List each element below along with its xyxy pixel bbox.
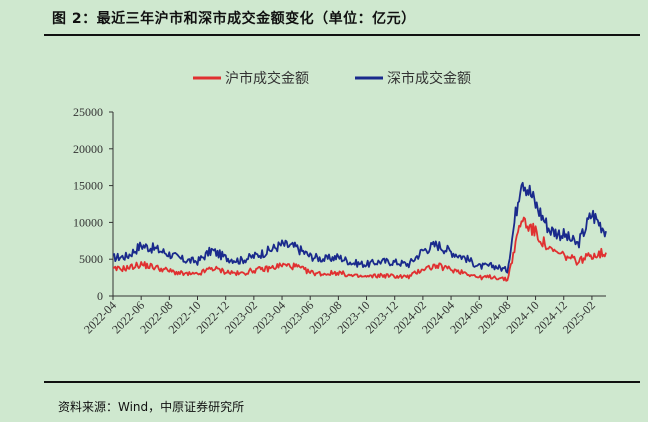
series-line-shenzhen xyxy=(112,181,607,274)
y-tick-label: 10000 xyxy=(73,215,103,229)
y-tick-label: 15000 xyxy=(73,179,103,193)
y-tick-label: 20000 xyxy=(73,142,103,156)
legend-label: 深市成交金额 xyxy=(387,70,471,87)
source-note: 资料来源：Wind，中原证券研究所 xyxy=(58,400,245,414)
series-line-shanghai xyxy=(112,216,607,282)
legend-label: 沪市成交金额 xyxy=(225,70,309,87)
y-tick-label: 0 xyxy=(97,289,103,303)
y-tick-label: 5000 xyxy=(79,252,103,266)
bottom-rule xyxy=(44,381,640,383)
y-tick-label: 25000 xyxy=(73,105,103,119)
top-rule xyxy=(44,34,640,36)
figure-title: 图 2：最近三年沪市和深市成交金额变化（单位：亿元） xyxy=(52,11,416,27)
